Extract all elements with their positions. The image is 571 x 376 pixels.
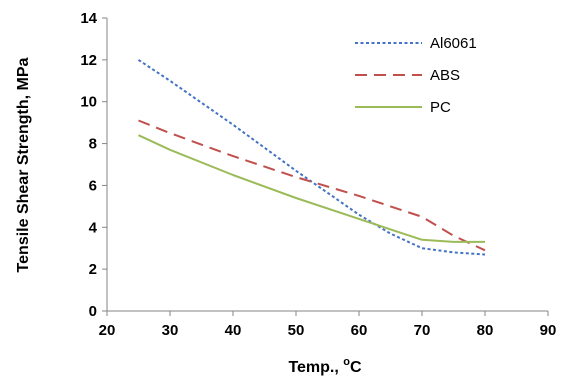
series-layer	[137, 59, 486, 256]
y-axis-title: Tensile Shear Strength, MPa	[15, 57, 32, 272]
series-line-pc	[138, 134, 485, 243]
x-axis-title: Temp., oC	[288, 356, 362, 376]
x-tick-label: 90	[540, 322, 557, 339]
x-axis-title-text: Temp.,	[288, 359, 343, 376]
x-tick-label: 60	[351, 322, 368, 339]
axes: 0 2 4 6 8 10 12 14 20 30 40 50 60 70 80 90	[80, 10, 556, 339]
x-tick-label: 30	[162, 322, 179, 339]
x-axis-title-unit: C	[350, 359, 362, 376]
series-line-al6061	[137, 59, 486, 256]
x-tick-label: 40	[225, 322, 242, 339]
y-tick-label: 0	[89, 303, 97, 320]
y-tick-label: 12	[80, 52, 97, 69]
x-tick-label: 50	[288, 322, 305, 339]
y-tick-label: 4	[89, 219, 98, 236]
y-tick-label: 14	[80, 10, 97, 27]
x-tick-label: 20	[99, 322, 116, 339]
y-tick-label: 6	[89, 177, 97, 194]
legend-label: Al6061	[430, 35, 477, 52]
x-axis-title-unit-sup: o	[343, 356, 350, 368]
x-tick-label: 80	[477, 322, 494, 339]
series-line-abs	[138, 119, 486, 252]
x-tick-label: 70	[414, 322, 431, 339]
legend-label: ABS	[430, 67, 460, 84]
y-tick-label: 2	[89, 261, 97, 278]
legend: Al6061 ABS PC	[355, 35, 477, 116]
legend-label: PC	[430, 99, 451, 116]
y-tick-label: 8	[89, 136, 97, 153]
y-tick-label: 10	[80, 94, 97, 111]
